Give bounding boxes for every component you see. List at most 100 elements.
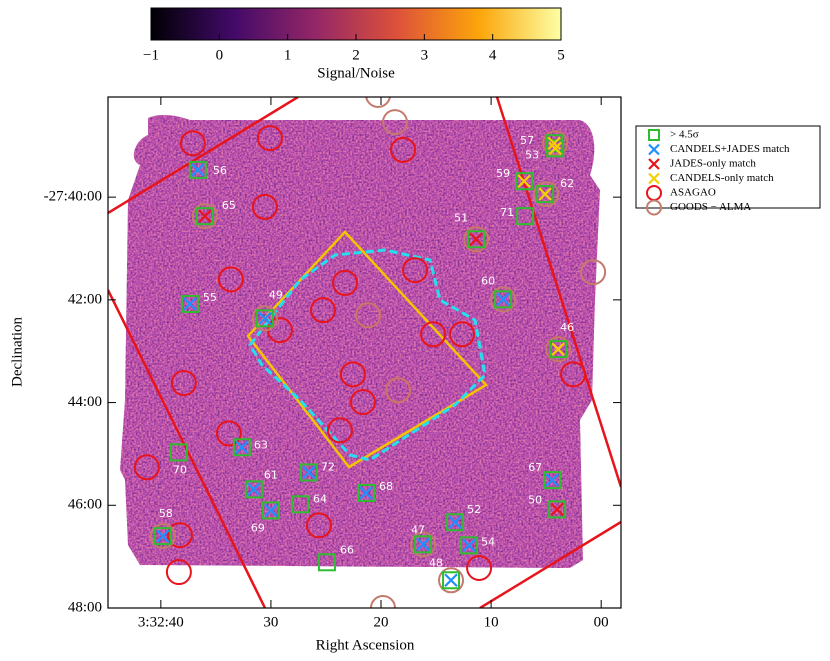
source-label: 71 (500, 206, 514, 219)
catalog-circle (355, 302, 382, 329)
catalog-circle (490, 286, 517, 313)
colorbar-tick-label: 3 (421, 47, 429, 63)
catalog-circle (390, 136, 417, 163)
legend-label: CANDELS-only match (670, 172, 774, 184)
source-label: 64 (313, 492, 327, 505)
x-tick-label: 10 (484, 614, 499, 630)
match-cross (444, 573, 458, 588)
catalog-circle (580, 259, 607, 286)
source-label: 49 (269, 288, 283, 301)
source-square (467, 230, 486, 249)
x-tick-label: 00 (594, 614, 609, 630)
source-square (549, 340, 568, 359)
catalog-circle (420, 321, 447, 348)
source-square (317, 553, 336, 572)
catalog-circle (449, 321, 476, 348)
match-cross (258, 311, 272, 326)
legend-box (635, 125, 821, 209)
catalog-circle (646, 199, 662, 216)
colorbar-tick-label: 0 (216, 47, 224, 63)
y-tick-label: 46:00 (68, 497, 102, 513)
catalog-circle (256, 125, 283, 152)
catalog-circle (170, 370, 197, 397)
y-tick-label: 48:00 (68, 599, 102, 615)
source-square (188, 160, 207, 179)
source-square (546, 139, 565, 158)
catalog-circle (402, 257, 429, 284)
match-cross (247, 482, 261, 497)
source-label: 67 (528, 461, 542, 474)
legend-label: GOODS − ALMA (670, 201, 751, 213)
catalog-circle (339, 361, 366, 388)
source-label: 61 (264, 468, 278, 481)
source-label: 68 (379, 480, 393, 493)
match-cross (545, 473, 559, 487)
catalog-circle (191, 203, 218, 230)
catalog-circle (438, 567, 465, 594)
match-cross (648, 143, 660, 156)
catalog-circle (165, 559, 192, 586)
match-cross (538, 187, 552, 201)
source-label: 46 (560, 321, 574, 334)
match-cross (517, 174, 531, 189)
match-cross (548, 141, 562, 156)
x-axis-label: Right Ascension (316, 637, 415, 653)
catalog-circle (217, 266, 244, 293)
source-square (255, 309, 274, 328)
source-label: 66 (340, 543, 354, 556)
source-square (261, 501, 280, 520)
match-cross (198, 209, 212, 223)
catalog-circle (385, 377, 412, 404)
plot-frame (107, 96, 622, 609)
source-square (180, 294, 199, 313)
colorbar-tick-label: 4 (489, 47, 497, 63)
match-cross (416, 537, 430, 552)
match-cross (448, 515, 462, 530)
catalog-circle (349, 389, 376, 416)
source-square (357, 483, 376, 502)
source-label: 54 (481, 535, 495, 548)
source-square (536, 185, 555, 204)
catalog-circle (463, 226, 490, 253)
match-cross (191, 163, 205, 177)
catalog-circle (545, 336, 572, 363)
catalog-circle (251, 193, 278, 220)
source-square (442, 571, 461, 590)
catalog-circle (533, 181, 560, 208)
legend-label: ASAGAO (670, 187, 716, 199)
catalog-circle (251, 305, 278, 332)
source-label: 50 (528, 493, 542, 506)
source-square (460, 536, 479, 555)
source-label: 62 (560, 177, 574, 190)
catalog-circle (149, 523, 176, 550)
source-label: 69 (251, 521, 265, 534)
source-label: 51 (454, 211, 468, 224)
field-square (246, 230, 488, 469)
source-label: 59 (496, 167, 510, 180)
catalog-circle (166, 522, 193, 549)
source-label: 65 (222, 199, 236, 212)
match-cross (302, 465, 316, 480)
source-label: 56 (213, 164, 227, 177)
y-tick-label: 44:00 (68, 394, 102, 410)
source-square (195, 207, 214, 226)
match-cross (469, 232, 483, 247)
source-label: 55 (203, 291, 217, 304)
match-cross (550, 502, 564, 517)
source-square (169, 443, 188, 462)
source-label: 48 (429, 556, 443, 569)
match-cross (462, 538, 476, 553)
match-cross (235, 440, 249, 455)
x-tick-label: 30 (263, 614, 278, 630)
source-label: 47 (411, 523, 425, 536)
match-cross (264, 503, 278, 518)
catalog-circle (410, 531, 437, 558)
catalog-circle (542, 130, 569, 157)
colorbar-label: Signal/Noise (317, 65, 395, 81)
source-square (648, 129, 660, 141)
source-square (153, 527, 172, 546)
catalog-circle (309, 297, 336, 324)
source-label: 53 (525, 148, 539, 161)
match-cross (156, 529, 170, 543)
